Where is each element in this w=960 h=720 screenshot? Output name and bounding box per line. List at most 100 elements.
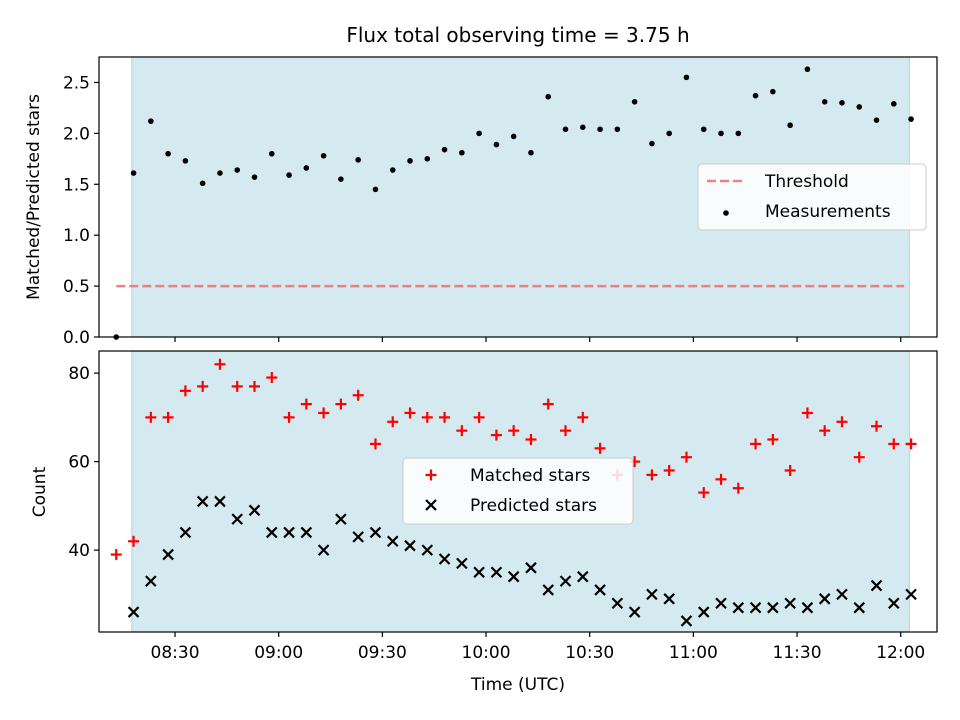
measurements-point: [355, 157, 361, 163]
matched-stars-point: [249, 380, 261, 392]
measurements-point: [165, 150, 171, 157]
measurements-point: [873, 117, 880, 123]
bottom-y-tick-label: 60: [68, 453, 90, 473]
measurements-point: [286, 172, 292, 178]
measurements-point: [562, 126, 569, 133]
measurements-point: [199, 180, 206, 187]
measurements-point: [597, 126, 603, 133]
matched-stars-point: [680, 451, 692, 463]
predicted-stars-point: [818, 593, 831, 605]
measurements-point: [821, 99, 828, 105]
predicted-stars-point: [577, 570, 589, 583]
measurements-point: [493, 141, 500, 148]
predicted-stars-point: [456, 557, 468, 570]
measurements-point: [666, 130, 672, 137]
matched-stars-point: [110, 549, 122, 561]
x-tick-label: 11:30: [773, 643, 822, 663]
bottom-y-tick-label: 40: [68, 541, 90, 561]
predicted-stars-point: [663, 593, 675, 605]
bottom-y-tick-label: 80: [68, 364, 90, 384]
measurements-point: [148, 118, 154, 124]
measurements-point: [130, 170, 137, 176]
predicted-stars-point: [404, 539, 416, 552]
measurements-point: [234, 167, 241, 173]
measurements-point: [459, 149, 465, 156]
matched-stars-point: [646, 469, 658, 481]
measurements-point: [320, 152, 327, 159]
measurements-point: [545, 93, 552, 100]
measurements-point: [718, 130, 724, 137]
matched-stars-point: [266, 372, 278, 384]
top-y-tick-label: 0.5: [63, 277, 90, 297]
measurements-point: [735, 130, 742, 137]
legend-predicted-stars-label: Predicted stars: [470, 496, 597, 516]
measurements-point: [700, 126, 707, 133]
matched-stars-point: [352, 389, 364, 401]
predicted-stars-point: [317, 544, 330, 556]
predicted-stars-point: [594, 584, 606, 596]
predicted-stars-point: [283, 526, 295, 539]
predicted-stars-point: [611, 597, 624, 610]
predicted-stars-point: [300, 526, 313, 539]
x-tick-label: 10:30: [565, 643, 614, 663]
predicted-stars-point: [905, 588, 917, 601]
measurements-point: [528, 149, 534, 156]
matched-stars-point: [560, 425, 572, 437]
predicted-stars-point: [162, 548, 174, 561]
chart-title: Flux total observing time = 3.75 h: [346, 23, 689, 47]
legend-measurements-swatch: [723, 210, 729, 216]
predicted-stars-point: [386, 535, 399, 548]
predicted-stars-point: [214, 495, 226, 508]
x-tick-label: 08:30: [151, 643, 200, 663]
measurements-point: [303, 165, 310, 171]
matched-stars-point: [439, 411, 451, 423]
matched-stars-point: [369, 438, 381, 450]
predicted-stars-point: [352, 531, 364, 543]
predicted-stars-point: [127, 606, 140, 618]
matched-stars-point: [456, 425, 468, 437]
matched-stars-point: [508, 425, 520, 437]
matched-stars-point: [300, 398, 312, 410]
top-y-axis-title: Matched/Predicted stars: [24, 94, 44, 300]
legend-predicted-stars-swatch: [425, 499, 437, 511]
predicted-stars-point: [784, 597, 796, 610]
top-legend-box: [697, 163, 927, 231]
matched-stars-point: [577, 411, 589, 423]
predicted-stars-point: [715, 597, 727, 610]
legend-measurements-label: Measurements: [765, 202, 891, 222]
predicted-stars-point: [438, 553, 451, 565]
measurements-point: [251, 174, 258, 180]
measurements-point: [770, 88, 776, 95]
x-tick-label: 10:00: [462, 643, 511, 663]
legend-matched-stars-label: Matched stars: [470, 466, 590, 486]
predicted-stars-point: [266, 526, 278, 539]
measurements-point: [839, 100, 845, 106]
x-tick-label: 09:00: [254, 643, 303, 663]
matched-stars-point: [871, 420, 883, 432]
measurements-point: [182, 158, 189, 164]
matched-stars-point: [698, 487, 710, 499]
measurements-point: [424, 156, 431, 162]
predicted-stars-point: [490, 566, 503, 579]
matched-stars-point: [231, 380, 243, 392]
matched-stars-point: [128, 535, 140, 547]
predicted-stars-point: [749, 601, 762, 614]
matched-stars-point: [594, 442, 606, 454]
matched-stars-point: [490, 429, 502, 441]
legend-threshold-label: Threshold: [764, 172, 849, 192]
measurements-point: [441, 146, 448, 153]
matched-stars-point: [888, 438, 900, 450]
predicted-stars-point: [836, 588, 848, 601]
predicted-stars-point: [559, 575, 572, 587]
matched-stars-point: [836, 416, 848, 428]
predicted-stars-point: [628, 606, 641, 618]
top-y-tick-label: 0.0: [63, 328, 90, 348]
matched-stars-point: [318, 407, 330, 419]
predicted-stars-point: [231, 513, 244, 525]
predicted-stars-point: [507, 570, 520, 583]
predicted-stars-point: [421, 544, 434, 556]
matched-stars-point: [145, 411, 157, 423]
measurements-point: [631, 99, 638, 105]
